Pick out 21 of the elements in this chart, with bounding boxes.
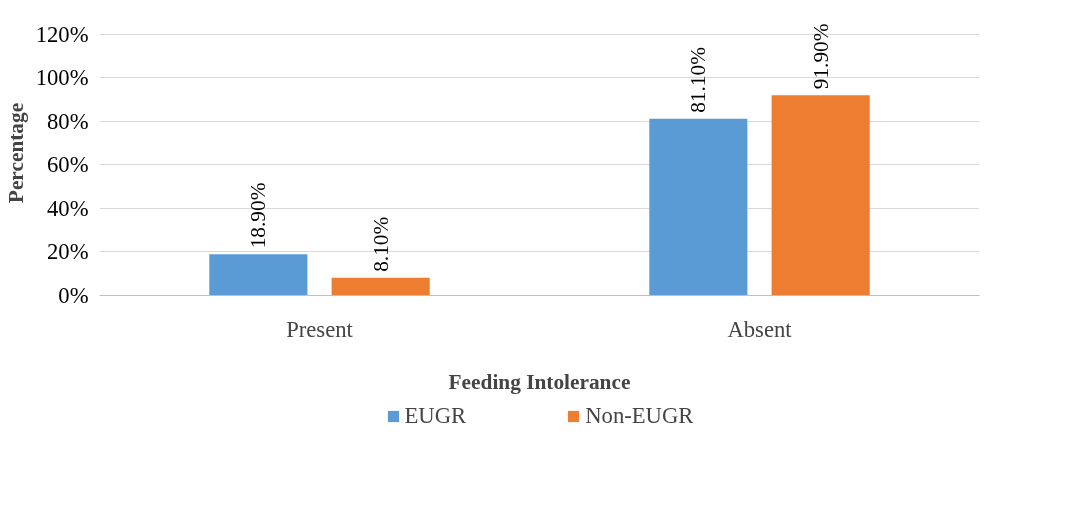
data-label: 81.10% [686, 46, 711, 113]
x-tick-label: Absent [727, 316, 793, 342]
data-label: 18.90% [246, 182, 271, 249]
legend-label: Non-EUGR [585, 403, 694, 429]
data-label: 8.10% [368, 216, 393, 272]
y-tick-label: 20% [46, 239, 89, 265]
bar [649, 118, 748, 296]
y-tick-label: 0% [58, 283, 89, 308]
y-tick-label: 80% [46, 108, 89, 134]
y-tick-label: 120% [35, 21, 89, 47]
x-tick-label: Present [286, 316, 354, 342]
x-axis-title: Feeding Intolerance [448, 369, 631, 394]
bar [209, 254, 308, 296]
y-axis-title: Percentage [3, 102, 28, 204]
data-label: 91.90% [808, 23, 833, 90]
bar [331, 277, 430, 296]
y-tick-label: 60% [46, 152, 89, 178]
y-tick-label: 100% [35, 65, 89, 91]
bar [771, 95, 870, 296]
legend-label: EUGR [404, 403, 467, 429]
y-tick-label: 40% [46, 195, 89, 221]
